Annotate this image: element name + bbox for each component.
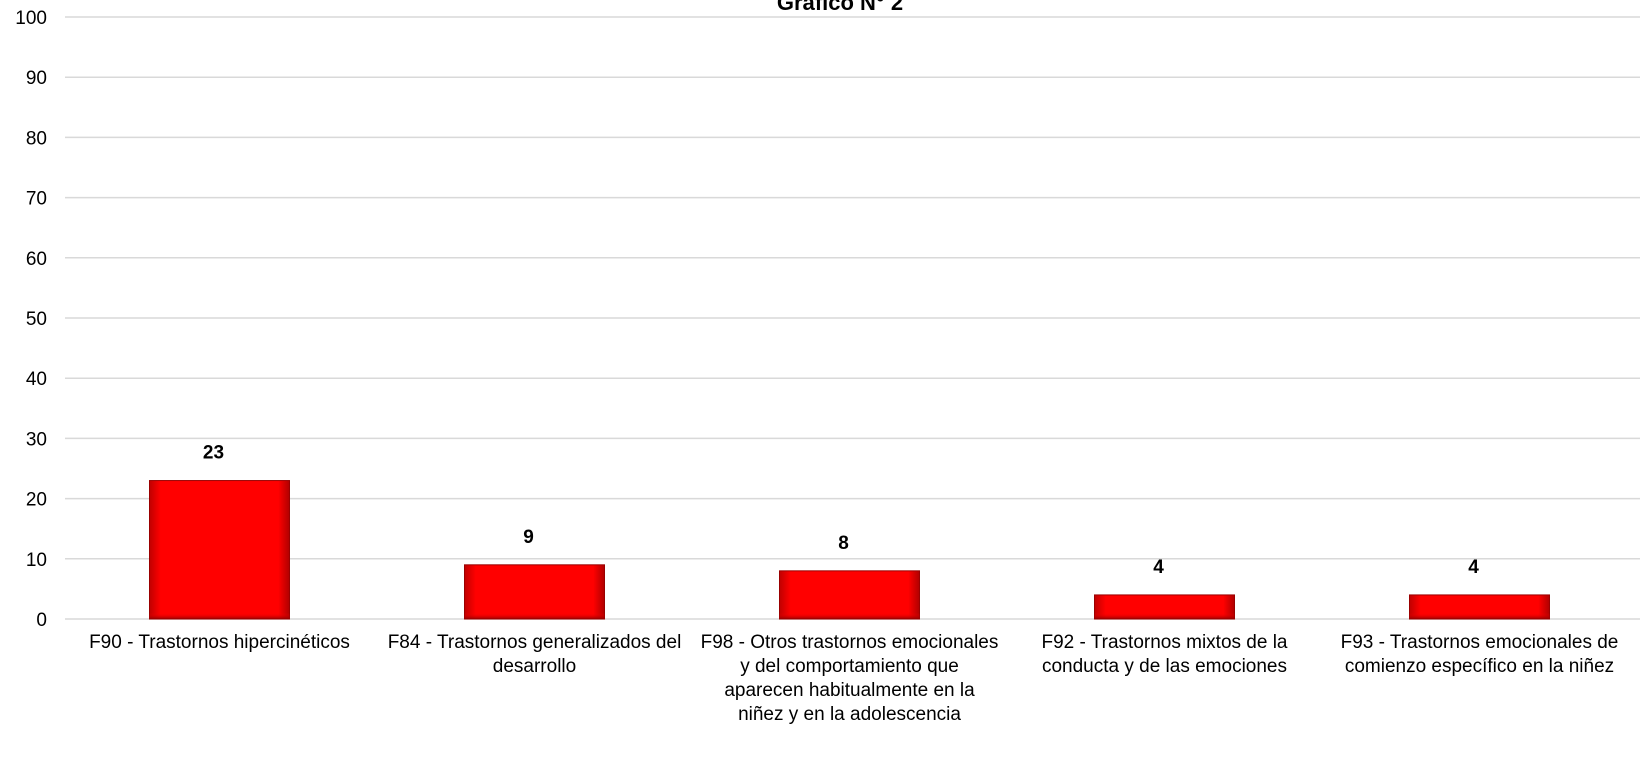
bar-3 <box>779 570 920 620</box>
x-category-label-line: comienzo específico en la niñez <box>1345 656 1614 677</box>
x-category-label-line: aparecen habitualmente en la <box>724 680 975 701</box>
bar-rect <box>464 564 605 620</box>
x-category-label-line: F84 - Trastornos generalizados del <box>388 632 682 653</box>
y-tick-label: 30 <box>26 429 47 450</box>
bar-rect <box>149 480 290 620</box>
y-tick-label: 50 <box>26 309 47 330</box>
x-category-label-line: F90 - Trastornos hipercinéticos <box>89 632 350 653</box>
x-category-label-line: F93 - Trastornos emocionales de <box>1341 632 1619 653</box>
chart-title: Gráfico N° 2 <box>777 0 903 15</box>
y-tick-label: 0 <box>36 610 47 631</box>
x-category-label-line: F92 - Trastornos mixtos de la <box>1041 632 1287 653</box>
bar-shade <box>1094 613 1235 619</box>
bar-shade <box>1409 613 1550 619</box>
x-axis-labels: F90 - Trastornos hipercinéticos F84 - Tra… <box>89 632 1618 725</box>
bar-2 <box>464 564 605 620</box>
bar-shade <box>464 613 605 619</box>
y-axis-labels: 0 10 20 30 40 50 60 70 80 90 100 <box>15 8 47 631</box>
y-tick-label: 20 <box>26 490 47 511</box>
y-tick-label: 70 <box>26 189 47 210</box>
bar-shade <box>149 613 290 619</box>
y-tick-label: 40 <box>26 369 47 390</box>
x-category-label-line: desarrollo <box>493 656 576 677</box>
x-category-label: F90 - Trastornos hipercinéticos <box>89 632 350 653</box>
data-label: 4 <box>1468 557 1479 578</box>
bar-4 <box>1094 594 1235 620</box>
bar-1 <box>149 480 290 620</box>
y-tick-label: 80 <box>26 128 47 149</box>
x-category-label-line: conducta y de las emociones <box>1042 656 1287 677</box>
x-category-label: F84 - Trastornos generalizados del desarr… <box>388 632 682 677</box>
y-tick-label: 100 <box>15 8 47 29</box>
y-tick-label: 90 <box>26 68 47 89</box>
x-category-label-line: F98 - Otros trastornos emocionales <box>701 632 999 653</box>
data-label: 23 <box>203 443 224 464</box>
data-label: 8 <box>838 533 849 554</box>
y-tick-label: 10 <box>26 550 47 571</box>
x-category-label: F93 - Trastornos emocionales de comienzo … <box>1341 632 1619 677</box>
bar-shade <box>779 613 920 619</box>
x-category-label-line: niñez y en la adolescencia <box>738 704 961 725</box>
x-category-label: F98 - Otros trastornos emocionales y del … <box>701 632 999 725</box>
bar-rect <box>779 570 920 620</box>
data-label: 9 <box>523 527 534 548</box>
bar-5 <box>1409 594 1550 620</box>
x-category-label: F92 - Trastornos mixtos de la conducta y … <box>1041 632 1287 677</box>
data-label: 4 <box>1153 557 1164 578</box>
bars: 23 9 8 4 4 <box>149 443 1550 620</box>
grid-lines <box>65 16 1640 620</box>
y-tick-label: 60 <box>26 249 47 270</box>
x-category-label-line: y del comportamiento que <box>740 656 959 677</box>
